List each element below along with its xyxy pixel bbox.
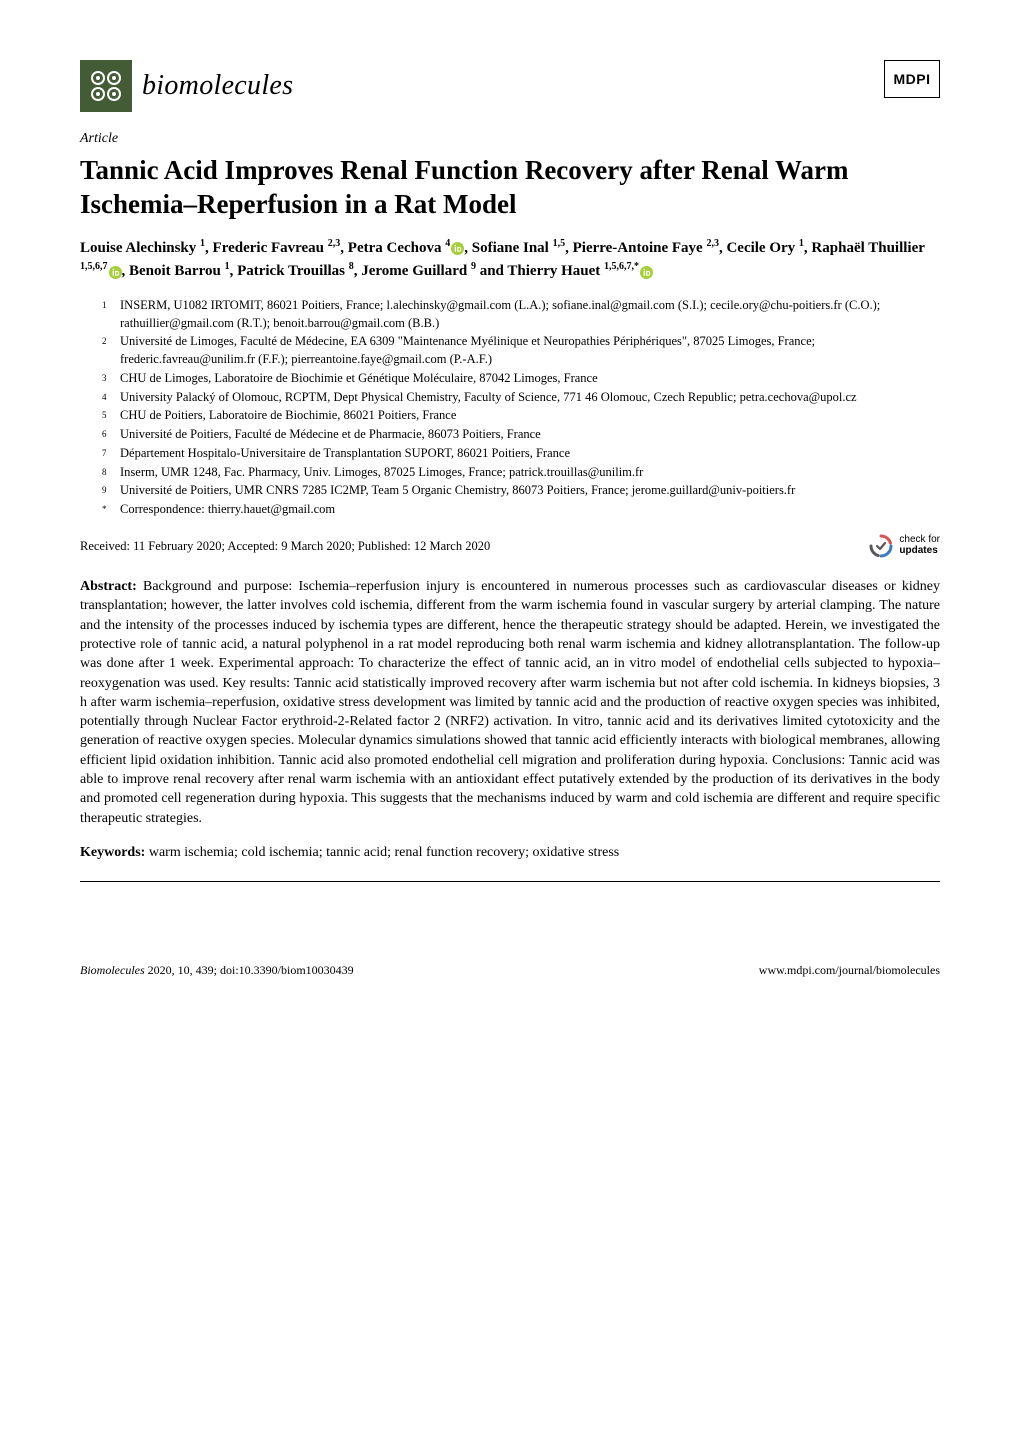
affiliation-row: 9Université de Poitiers, UMR CNRS 7285 I… xyxy=(102,482,940,500)
affiliation-row: 1INSERM, U1082 IRTOMIT, 86021 Poitiers, … xyxy=(102,297,940,333)
check-updates-icon xyxy=(868,533,894,559)
page-footer: Biomolecules 2020, 10, 439; doi:10.3390/… xyxy=(80,962,940,978)
publisher-logo: MDPI xyxy=(884,60,940,98)
journal-logo-icon xyxy=(80,60,132,112)
keywords-text: warm ischemia; cold ischemia; tannic aci… xyxy=(149,845,619,860)
section-divider xyxy=(80,881,940,882)
article-type: Article xyxy=(80,130,940,149)
affiliation-text: Université de Limoges, Faculté de Médeci… xyxy=(120,333,940,369)
affiliation-text: CHU de Poitiers, Laboratoire de Biochimi… xyxy=(120,407,940,425)
keywords: Keywords: warm ischemia; cold ischemia; … xyxy=(80,844,940,863)
page-header: biomolecules MDPI xyxy=(80,60,940,112)
affiliations-list: 1INSERM, U1082 IRTOMIT, 86021 Poitiers, … xyxy=(80,297,940,519)
footer-citation: Biomolecules 2020, 10, 439; doi:10.3390/… xyxy=(80,962,354,978)
journal-block: biomolecules xyxy=(80,60,293,112)
affiliation-row: 6Université de Poitiers, Faculté de Méde… xyxy=(102,426,940,444)
affiliation-row: 3CHU de Limoges, Laboratoire de Biochimi… xyxy=(102,370,940,388)
check-updates-text: check for updates xyxy=(899,535,940,556)
affiliation-marker: 7 xyxy=(102,445,120,463)
affiliation-marker: 5 xyxy=(102,407,120,425)
author: Patrick Trouillas 8 xyxy=(237,263,354,279)
affiliation-row: 5CHU de Poitiers, Laboratoire de Biochim… xyxy=(102,407,940,425)
check-updates-badge[interactable]: check for updates xyxy=(868,533,940,559)
affiliation-marker: 2 xyxy=(102,333,120,369)
author: Sofiane Inal 1,5 xyxy=(472,240,565,256)
footer-url[interactable]: www.mdpi.com/journal/biomolecules xyxy=(759,962,940,978)
authors-list: Louise Alechinsky 1, Frederic Favreau 2,… xyxy=(80,236,940,283)
affiliation-row: 4University Palacký of Olomouc, RCPTM, D… xyxy=(102,389,940,407)
dates-row: Received: 11 February 2020; Accepted: 9 … xyxy=(80,533,940,559)
affiliation-marker: 1 xyxy=(102,297,120,333)
author: Thierry Hauet 1,5,6,7,* xyxy=(507,263,653,279)
journal-name: biomolecules xyxy=(142,67,293,105)
affiliation-row: *Correspondence: thierry.hauet@gmail.com xyxy=(102,501,940,519)
affiliation-text: Université de Poitiers, Faculté de Médec… xyxy=(120,426,940,444)
affiliation-row: 8Inserm, UMR 1248, Fac. Pharmacy, Univ. … xyxy=(102,464,940,482)
affiliation-text: Inserm, UMR 1248, Fac. Pharmacy, Univ. L… xyxy=(120,464,940,482)
author: Jerome Guillard 9 xyxy=(361,263,476,279)
affiliation-row: 2Université de Limoges, Faculté de Médec… xyxy=(102,333,940,369)
publication-dates: Received: 11 February 2020; Accepted: 9 … xyxy=(80,538,490,555)
abstract: Abstract: Background and purpose: Ischem… xyxy=(80,577,940,828)
author: Petra Cechova 4 xyxy=(348,240,464,256)
affiliation-marker: 3 xyxy=(102,370,120,388)
publisher-name: MDPI xyxy=(894,70,931,89)
author: Benoit Barrou 1 xyxy=(129,263,230,279)
article-title: Tannic Acid Improves Renal Function Reco… xyxy=(80,153,940,222)
affiliation-text: Université de Poitiers, UMR CNRS 7285 IC… xyxy=(120,482,940,500)
affiliation-marker: 4 xyxy=(102,389,120,407)
affiliation-text: INSERM, U1082 IRTOMIT, 86021 Poitiers, F… xyxy=(120,297,940,333)
abstract-text: Background and purpose: Ischemia–reperfu… xyxy=(80,579,940,826)
affiliation-text: Correspondence: thierry.hauet@gmail.com xyxy=(120,501,940,519)
affiliation-marker: 6 xyxy=(102,426,120,444)
author: Louise Alechinsky 1 xyxy=(80,240,205,256)
affiliation-marker: 9 xyxy=(102,482,120,500)
author: Pierre-Antoine Faye 2,3 xyxy=(573,240,719,256)
author: Cecile Ory 1 xyxy=(726,240,803,256)
author: Frederic Favreau 2,3 xyxy=(213,240,341,256)
affiliation-text: CHU de Limoges, Laboratoire de Biochimie… xyxy=(120,370,940,388)
keywords-label: Keywords: xyxy=(80,845,145,860)
affiliation-text: University Palacký of Olomouc, RCPTM, De… xyxy=(120,389,940,407)
affiliation-row: 7Département Hospitalo-Universitaire de … xyxy=(102,445,940,463)
abstract-label: Abstract: xyxy=(80,579,137,594)
affiliation-marker: 8 xyxy=(102,464,120,482)
affiliation-marker: * xyxy=(102,501,120,519)
affiliation-text: Département Hospitalo-Universitaire de T… xyxy=(120,445,940,463)
